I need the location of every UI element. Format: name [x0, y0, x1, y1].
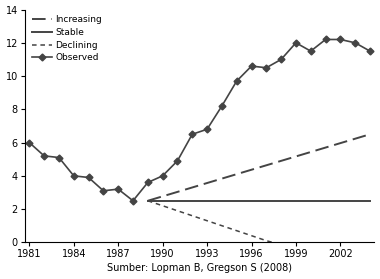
Observed — [27, 141, 32, 144]
Observed — [294, 41, 298, 44]
Observed — [338, 38, 343, 41]
Line: Declining: Declining — [148, 201, 311, 247]
Declining — [190, 214, 195, 217]
Declining — [146, 199, 150, 203]
Observed — [323, 38, 328, 41]
Declining — [205, 219, 209, 222]
Observed — [42, 154, 46, 158]
Declining — [234, 229, 239, 232]
Declining — [294, 244, 298, 247]
Observed — [71, 174, 76, 177]
Observed — [57, 156, 61, 159]
Observed — [279, 58, 283, 61]
Line: Observed: Observed — [27, 37, 372, 203]
Observed — [116, 187, 120, 191]
Declining — [249, 234, 254, 237]
Observed — [234, 80, 239, 83]
Observed — [249, 64, 254, 68]
Observed — [190, 133, 195, 136]
Increasing — [146, 199, 150, 203]
Observed — [368, 49, 372, 53]
Observed — [353, 41, 358, 44]
Stable — [368, 199, 372, 203]
Observed — [160, 174, 165, 177]
Declining — [279, 243, 283, 247]
X-axis label: Sumber: Lopman B, Gregson S (2008): Sumber: Lopman B, Gregson S (2008) — [107, 263, 292, 273]
Observed — [101, 189, 106, 193]
Observed — [146, 181, 150, 184]
Declining — [264, 239, 269, 242]
Declining — [175, 209, 180, 212]
Stable — [146, 199, 150, 203]
Legend: Increasing, Stable, Declining, Observed: Increasing, Stable, Declining, Observed — [30, 14, 104, 64]
Observed — [220, 104, 224, 108]
Observed — [264, 66, 269, 69]
Declining — [220, 224, 224, 227]
Observed — [86, 176, 91, 179]
Line: Increasing: Increasing — [148, 134, 370, 201]
Observed — [131, 199, 135, 203]
Declining — [309, 246, 313, 249]
Observed — [175, 159, 180, 163]
Observed — [309, 49, 313, 53]
Observed — [205, 128, 209, 131]
Increasing — [368, 133, 372, 136]
Declining — [160, 204, 165, 207]
